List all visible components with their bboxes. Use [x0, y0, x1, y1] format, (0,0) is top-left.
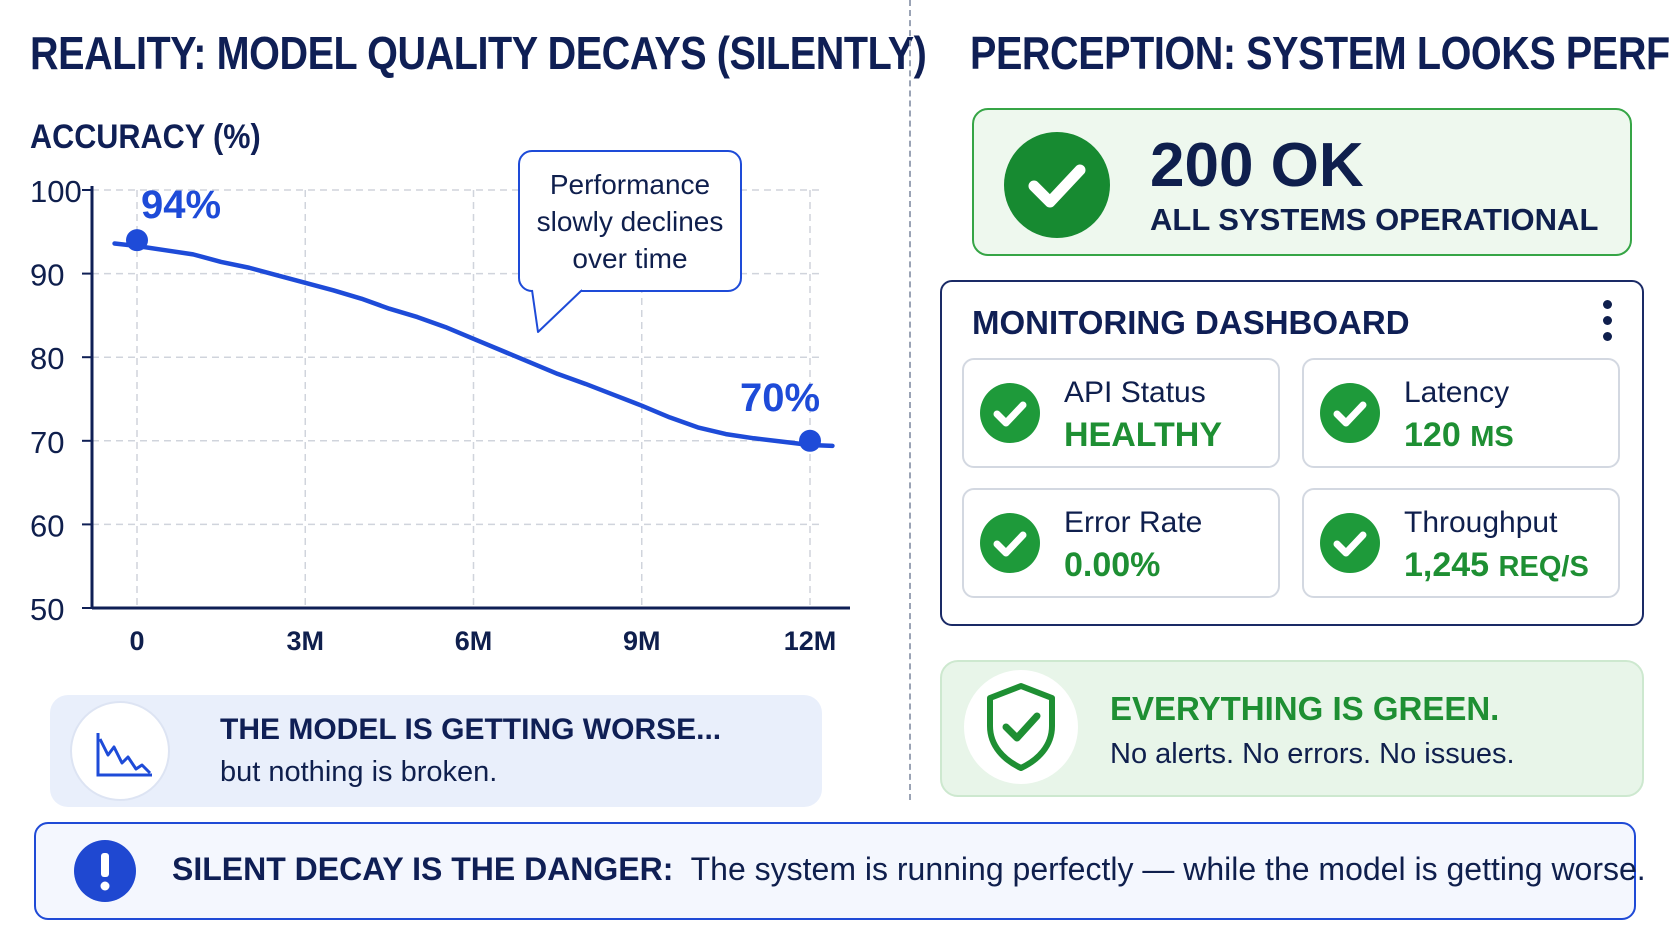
check-icon: [1320, 513, 1380, 573]
tile-throughput: Throughput 1,245 REQ/S: [1302, 488, 1620, 598]
status-card: 200 OK ALL SYSTEMS OPERATIONAL: [972, 108, 1632, 256]
x-tick-label: 12M: [784, 626, 837, 656]
monitoring-dashboard: MONITORING DASHBOARD API Status HEALTHY …: [940, 280, 1644, 626]
status-text: ALL SYSTEMS OPERATIONAL: [1150, 202, 1599, 237]
perception-heading: PERCEPTION: SYSTEM LOOKS PERFECT: [970, 27, 1672, 79]
data-label: 70%: [740, 376, 820, 420]
x-tick-label: 9M: [623, 626, 661, 656]
banner-strong: SILENT DECAY IS THE DANGER:: [172, 851, 674, 887]
reality-heading: REALITY: MODEL QUALITY DECAYS (SILENTLY): [30, 27, 927, 79]
summary-title: EVERYTHING IS GREEN.: [1110, 690, 1500, 727]
y-tick-label: 100: [30, 174, 82, 209]
banner-text: SILENT DECAY IS THE DANGER: The system i…: [172, 851, 1646, 888]
insight-title: THE MODEL IS GETTING WORSE...: [220, 713, 722, 746]
tile-label: Throughput: [1404, 506, 1558, 539]
x-tick-label: 0: [129, 626, 144, 656]
data-label: 94%: [141, 183, 221, 227]
x-tick-label: 6M: [455, 626, 493, 656]
banner-message: The system is running perfectly — while …: [690, 851, 1646, 887]
all-green-card: EVERYTHING IS GREEN. No alerts. No error…: [940, 660, 1644, 797]
tile-value: HEALTHY: [1064, 416, 1223, 454]
x-tick-label: 3M: [286, 626, 324, 656]
data-point: [126, 229, 148, 252]
exclamation-icon: [74, 840, 136, 902]
status-code: 200 OK: [1150, 131, 1364, 200]
callout-line-3: over time: [572, 242, 688, 274]
shield-check-icon: [964, 670, 1078, 784]
accuracy-series-line: [112, 241, 835, 449]
dashboard-title: MONITORING DASHBOARD: [972, 304, 1410, 341]
tile-label: Latency: [1404, 376, 1510, 409]
tile-label: API Status: [1064, 376, 1206, 409]
panel-divider: [909, 0, 911, 800]
check-icon: [980, 383, 1040, 443]
danger-banner: SILENT DECAY IS THE DANGER: The system i…: [34, 822, 1646, 920]
tile-value: 0.00%: [1064, 546, 1161, 584]
data-point: [799, 429, 821, 452]
y-tick-label: 80: [30, 341, 64, 376]
y-axis-label: ACCURACY (%): [30, 118, 261, 156]
callout-line-2: slowly declines: [536, 205, 724, 237]
y-tick-label: 70: [30, 425, 64, 460]
checkmark-icon: [1004, 132, 1110, 238]
more-vertical-icon[interactable]: [1600, 300, 1614, 344]
tile-api-status: API Status HEALTHY: [962, 358, 1280, 468]
tile-value: 120 MS: [1404, 416, 1514, 454]
summary-text: No alerts. No errors. No issues.: [1110, 738, 1515, 770]
y-tick-label: 50: [30, 592, 64, 627]
callout-bubble: Performance slowly declines over time: [518, 150, 742, 292]
callout-pointer: [531, 288, 583, 333]
tile-value: 1,245 REQ/S: [1404, 546, 1589, 584]
tile-latency: Latency 120 MS: [1302, 358, 1620, 468]
tile-label: Error Rate: [1064, 506, 1203, 539]
check-icon: [980, 513, 1040, 573]
y-tick-label: 60: [30, 508, 64, 543]
declining-chart-icon: [70, 701, 170, 801]
callout-line-1: Performance: [549, 168, 711, 200]
insight-subtitle: but nothing is broken.: [220, 756, 498, 788]
check-icon: [1320, 383, 1380, 443]
tile-error-rate: Error Rate 0.00%: [962, 488, 1280, 598]
insight-card: THE MODEL IS GETTING WORSE... but nothin…: [50, 695, 822, 807]
y-tick-label: 90: [30, 258, 64, 293]
x-tick-label: (1 YEAR): [752, 656, 860, 660]
